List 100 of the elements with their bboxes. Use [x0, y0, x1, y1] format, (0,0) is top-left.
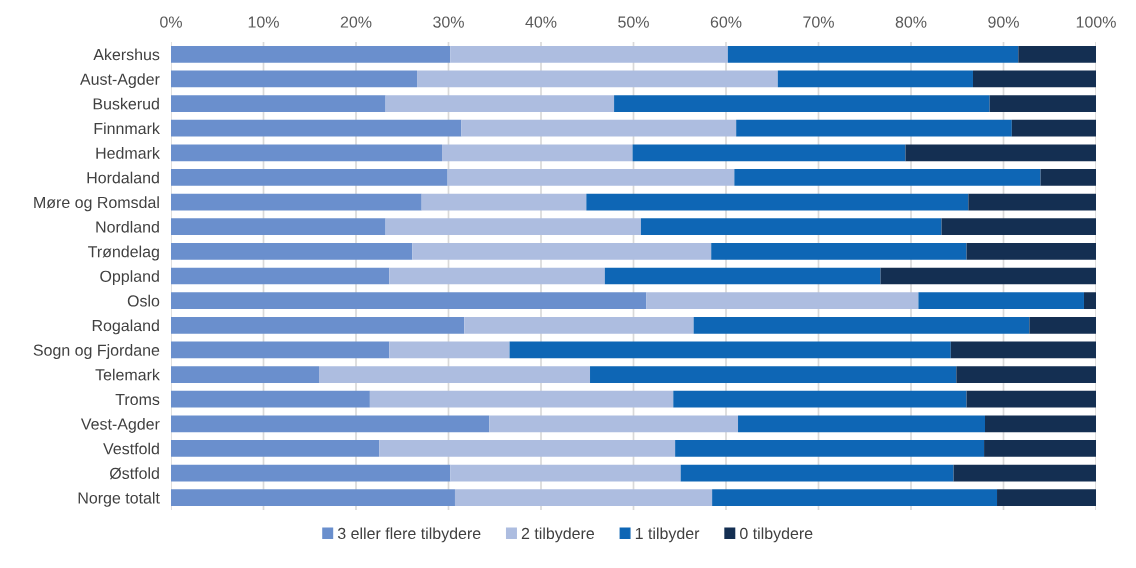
bar [989, 95, 1096, 112]
bar [417, 70, 778, 88]
bar [489, 415, 739, 433]
bar [738, 415, 985, 433]
y-tick-label: Rogaland [92, 319, 159, 335]
bar [171, 415, 490, 433]
y-tick-label: Møre og Romsdal [34, 196, 159, 212]
y-tick-label: Vest-Agder [80, 418, 160, 433]
bar [985, 415, 1096, 433]
bar [1040, 169, 1096, 186]
y-tick-label: Telemark [95, 368, 160, 381]
bar [1083, 292, 1096, 310]
bar [171, 169, 448, 186]
bar [966, 242, 1096, 260]
bar [968, 193, 1096, 211]
bar [736, 119, 1012, 137]
bar [385, 218, 641, 236]
bar [646, 292, 919, 310]
bar [509, 341, 951, 359]
legend-label: 2 tilbydere [521, 527, 595, 543]
bar [171, 316, 465, 334]
y-tick-label: Oslo [127, 294, 160, 307]
bar [997, 489, 1096, 507]
y-tick-label: Troms [115, 393, 160, 406]
bar [171, 45, 451, 63]
bar [586, 193, 969, 211]
bar [1011, 119, 1096, 137]
bar [369, 390, 674, 408]
bar [171, 144, 443, 162]
bar [454, 489, 713, 507]
bar [171, 119, 462, 137]
bar [171, 95, 386, 112]
x-tick-label: 0% [160, 16, 182, 28]
bar [693, 316, 1030, 334]
bar [632, 144, 906, 162]
legend-label: 1 tilbyder [635, 527, 700, 543]
x-tick-label: 20% [340, 16, 372, 28]
bar [171, 341, 390, 359]
bar [614, 95, 990, 112]
y-tick-label: Østfold [109, 467, 159, 480]
bar [171, 440, 380, 457]
bar [379, 440, 676, 457]
bar [953, 464, 1096, 482]
x-tick-label: 60% [710, 16, 742, 28]
bar [450, 464, 681, 482]
bar [590, 366, 957, 383]
bar [389, 341, 510, 359]
y-tick-label: Hordaland [87, 171, 159, 184]
x-tick-label: 70% [803, 16, 834, 28]
bar [171, 489, 455, 507]
bar [966, 390, 1096, 408]
y-tick-label: Buskerud [93, 97, 159, 110]
bar [171, 218, 386, 236]
bar [171, 366, 319, 383]
y-tick-label: Hedmark [96, 147, 160, 159]
bar [171, 242, 413, 260]
bar [727, 45, 1019, 63]
x-tick-label: 80% [895, 16, 927, 28]
bar [950, 341, 1096, 359]
bar [171, 267, 390, 285]
x-tick-label: 10% [248, 16, 279, 28]
bar [640, 218, 942, 236]
y-tick-label: Vestfold [103, 442, 159, 455]
bar [171, 390, 370, 408]
x-tick-label: 50% [618, 16, 649, 28]
y-tick-label: Aust-Agder [80, 73, 160, 89]
legend-label: 0 tilbydere [740, 527, 813, 543]
legend-label: 3 eller flere tilbydere [337, 527, 481, 543]
bar [711, 242, 967, 260]
x-tick-label: 90% [988, 16, 1019, 28]
bar [171, 464, 451, 482]
bar [604, 267, 881, 285]
bar [777, 70, 973, 88]
bar [918, 292, 1084, 310]
bar [680, 464, 954, 482]
y-tick-label: Nordland [96, 220, 159, 233]
x-tick-label: 30% [433, 16, 464, 28]
bar [461, 119, 737, 137]
bar [734, 169, 1041, 186]
bar [385, 95, 615, 112]
y-tick-label: Norge totalt [78, 491, 160, 507]
bar [319, 366, 591, 383]
bar [905, 144, 1096, 162]
bar [941, 218, 1096, 236]
bar [389, 267, 605, 285]
bar [712, 489, 998, 507]
bar [171, 70, 418, 88]
bar [984, 440, 1096, 457]
y-tick-label: Oppland [100, 270, 159, 286]
bar [675, 440, 985, 457]
x-tick-label: 40% [525, 16, 557, 28]
bar [956, 366, 1096, 383]
bar [880, 267, 1096, 285]
y-tick-label: Trøndelag [88, 245, 159, 261]
bar [1018, 45, 1096, 63]
bar [673, 390, 967, 408]
bar [171, 292, 647, 310]
bar [1029, 316, 1096, 334]
bar [464, 316, 694, 334]
bar [171, 193, 422, 211]
